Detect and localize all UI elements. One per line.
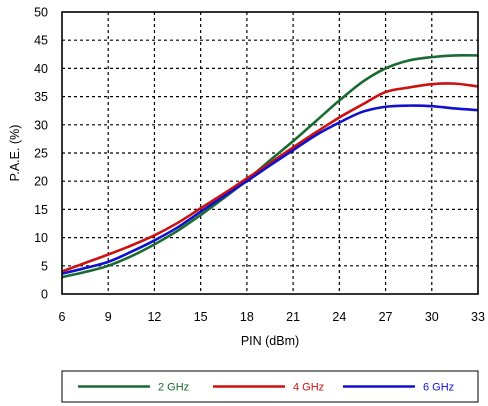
series-lines bbox=[61, 54, 479, 279]
y-tick-label: 45 bbox=[34, 34, 48, 48]
y-tick-label: 20 bbox=[34, 175, 48, 189]
y-tick-label: 15 bbox=[34, 203, 48, 217]
y-tick-label: 25 bbox=[34, 147, 48, 161]
y-tick-label: 40 bbox=[34, 62, 48, 76]
y-tick-label: 5 bbox=[41, 259, 48, 273]
x-tick-labels: 6 9 12 15 18 21 24 27 30 33 bbox=[59, 310, 485, 324]
legend-label: 4 GHz bbox=[293, 382, 324, 394]
x-tick-label: 27 bbox=[379, 310, 393, 324]
x-tick-label: 30 bbox=[425, 310, 439, 324]
x-tick-label: 15 bbox=[194, 310, 208, 324]
y-tick-label: 50 bbox=[34, 6, 48, 20]
series-line-2 bbox=[61, 104, 479, 275]
x-tick-label: 9 bbox=[105, 310, 112, 324]
x-tick-label: 21 bbox=[286, 310, 300, 324]
legend: 2 GHz 4 GHz 6 GHz bbox=[78, 382, 454, 394]
series-line-1 bbox=[61, 82, 479, 273]
grid bbox=[62, 12, 478, 294]
x-tick-label: 6 bbox=[59, 310, 66, 324]
legend-label: 6 GHz bbox=[423, 382, 454, 394]
x-axis-label: PIN (dBm) bbox=[241, 334, 299, 348]
x-tick-label: 18 bbox=[240, 310, 254, 324]
y-tick-label: 10 bbox=[34, 231, 48, 245]
x-tick-label: 24 bbox=[332, 310, 346, 324]
x-tick-label: 33 bbox=[471, 310, 485, 324]
y-tick-labels: 0 5 10 15 20 25 30 35 40 45 50 bbox=[34, 6, 48, 302]
y-tick-label: 30 bbox=[34, 118, 48, 132]
y-axis-label: P.A.E. (%) bbox=[8, 125, 22, 182]
y-tick-label: 35 bbox=[34, 90, 48, 104]
series-line-0 bbox=[61, 54, 479, 279]
plot-frame bbox=[61, 11, 479, 295]
x-tick-label: 12 bbox=[147, 310, 161, 324]
y-tick-label: 0 bbox=[41, 288, 48, 302]
legend-label: 2 GHz bbox=[158, 382, 189, 394]
